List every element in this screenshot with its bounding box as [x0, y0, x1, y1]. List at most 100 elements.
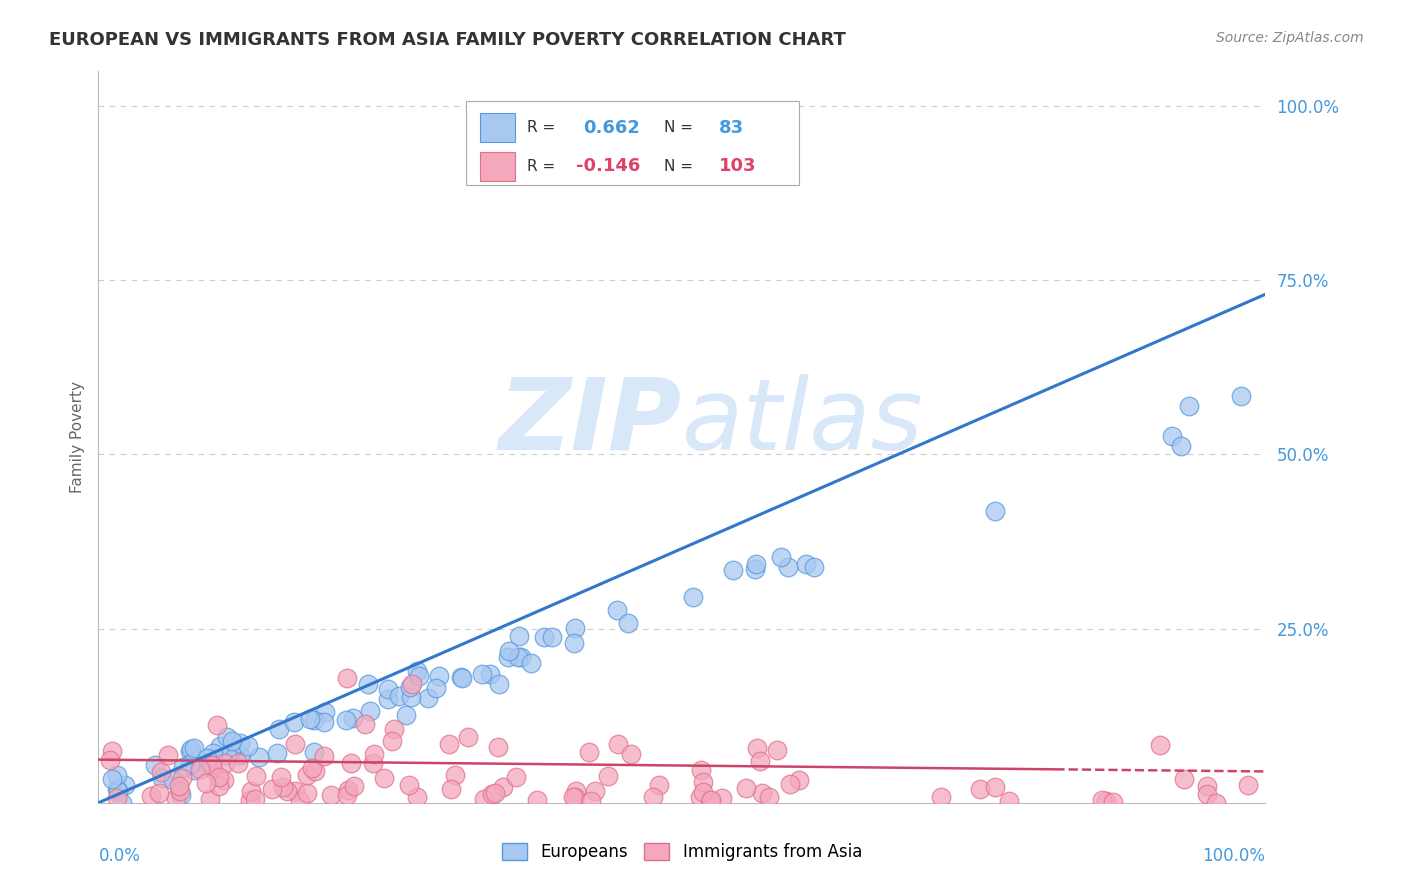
Point — [699, 793, 721, 807]
Y-axis label: Family Poverty: Family Poverty — [69, 381, 84, 493]
Point — [105, 782, 128, 797]
Point — [321, 788, 343, 802]
Point — [1160, 429, 1182, 443]
Point — [143, 757, 166, 772]
Point — [98, 753, 121, 767]
Point — [533, 630, 555, 644]
Point — [607, 737, 630, 751]
Point — [335, 788, 357, 802]
Point — [488, 676, 510, 690]
Point — [779, 776, 801, 790]
Point — [173, 760, 195, 774]
Text: N =: N = — [665, 120, 699, 135]
Point — [596, 769, 619, 783]
Point — [399, 690, 422, 705]
Point — [302, 713, 325, 727]
Point — [969, 782, 991, 797]
Point — [111, 796, 134, 810]
Point — [747, 741, 769, 756]
Point — [648, 778, 671, 792]
Point — [114, 778, 136, 792]
Point — [399, 680, 422, 694]
Point — [335, 713, 357, 727]
Point — [179, 743, 201, 757]
Point — [471, 666, 494, 681]
Point — [505, 770, 527, 784]
Point — [711, 790, 734, 805]
Point — [929, 790, 952, 805]
Point — [526, 793, 548, 807]
Point — [619, 747, 641, 762]
Point — [150, 771, 173, 785]
Point — [221, 733, 243, 747]
Point — [336, 671, 359, 685]
Point — [107, 784, 129, 798]
Point — [273, 780, 295, 794]
Point — [398, 777, 420, 791]
Point — [643, 790, 665, 805]
Point — [162, 772, 184, 787]
Point — [298, 712, 321, 726]
Point — [301, 761, 323, 775]
Point — [692, 784, 714, 798]
Point — [229, 748, 252, 763]
Point — [208, 739, 231, 754]
Point — [721, 563, 744, 577]
Point — [208, 779, 231, 793]
Point — [180, 757, 202, 772]
FancyBboxPatch shape — [465, 101, 799, 185]
Point — [188, 762, 211, 776]
Point — [195, 775, 218, 789]
Point — [202, 752, 225, 766]
Point — [183, 741, 205, 756]
Text: EUROPEAN VS IMMIGRANTS FROM ASIA FAMILY POVERTY CORRELATION CHART: EUROPEAN VS IMMIGRANTS FROM ASIA FAMILY … — [49, 31, 846, 49]
Point — [496, 650, 519, 665]
Point — [170, 788, 193, 802]
Point — [304, 764, 326, 779]
Point — [1230, 389, 1253, 403]
Point — [789, 773, 811, 788]
Point — [682, 590, 704, 604]
Point — [479, 666, 502, 681]
Point — [803, 560, 825, 574]
Point — [377, 682, 399, 697]
Point — [578, 746, 600, 760]
Point — [406, 665, 429, 679]
Point — [336, 783, 359, 797]
Point — [1170, 439, 1192, 453]
Point — [998, 794, 1021, 808]
Point — [314, 749, 336, 764]
Point — [200, 758, 222, 772]
Point — [284, 738, 307, 752]
Text: 100.0%: 100.0% — [1202, 847, 1265, 864]
Point — [519, 656, 541, 670]
Point — [343, 779, 366, 793]
Point — [314, 705, 336, 719]
Point — [201, 757, 224, 772]
Text: atlas: atlas — [682, 374, 924, 471]
Point — [236, 739, 259, 753]
Point — [215, 748, 238, 763]
Point — [356, 676, 378, 690]
Point — [1237, 778, 1260, 792]
Point — [770, 549, 793, 564]
Point — [149, 764, 172, 779]
Text: 103: 103 — [720, 157, 756, 175]
Point — [169, 783, 191, 797]
Point — [239, 793, 262, 807]
Text: R =: R = — [527, 120, 560, 135]
Point — [418, 691, 440, 706]
Point — [179, 757, 201, 772]
Point — [180, 741, 202, 756]
Point — [266, 747, 288, 761]
FancyBboxPatch shape — [479, 113, 515, 142]
Point — [373, 772, 395, 786]
Point — [617, 616, 640, 631]
Legend: Europeans, Immigrants from Asia: Europeans, Immigrants from Asia — [495, 836, 869, 868]
Point — [195, 751, 218, 765]
Point — [148, 786, 170, 800]
Point — [276, 783, 298, 797]
Point — [579, 794, 602, 808]
Point — [226, 756, 249, 771]
Point — [284, 783, 307, 797]
